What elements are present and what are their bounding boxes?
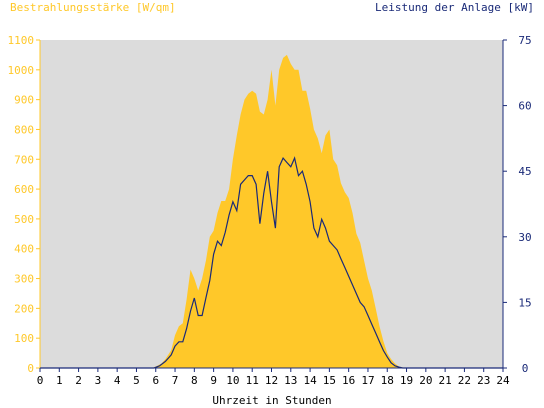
x-axis: 0 1 2 3 4 5 6 7 8 9 10 11 12 13 14 15 16 17 18 19 20 21 22 23 24 [37, 367, 510, 387]
x-tick-label: 1 [56, 374, 63, 387]
left-axis-title: Bestrahlungsstärke [W/qm] [10, 1, 176, 14]
x-tick-label: 14 [303, 374, 317, 387]
left-tick-label: 200 [14, 302, 34, 315]
x-tick-label: 23 [477, 374, 490, 387]
x-tick-label: 22 [458, 374, 471, 387]
left-axis: 0 100 200 300 400 500 600 700 800 900 1000 1100 [8, 34, 41, 375]
power-line [40, 156, 503, 369]
x-tick-label: 15 [323, 374, 336, 387]
right-tick-label: 45 [518, 165, 531, 178]
left-tick-label: 1000 [8, 64, 35, 77]
x-tick-label: 0 [37, 374, 44, 387]
left-tick-label: 100 [14, 332, 34, 345]
left-tick-label: 800 [14, 123, 34, 136]
x-tick-label: 10 [226, 374, 239, 387]
right-tick-label: 75 [518, 34, 531, 47]
x-axis-title: Uhrzeit in Stunden [212, 394, 332, 407]
x-tick-label: 19 [400, 374, 413, 387]
x-tick-label: 17 [361, 374, 374, 387]
x-tick-label: 11 [246, 374, 259, 387]
x-tick-label: 5 [133, 374, 140, 387]
right-axis-title: Leistung der Anlage [kW] [375, 1, 534, 14]
irradiance-area [40, 54, 503, 369]
x-tick-label: 12 [265, 374, 278, 387]
irradiance-series [40, 54, 503, 369]
left-tick-label: 700 [14, 153, 34, 166]
left-tick-label: 1100 [8, 34, 35, 47]
x-tick-label: 20 [419, 374, 432, 387]
x-tick-label: 13 [284, 374, 297, 387]
x-tick-label: 7 [172, 374, 179, 387]
x-tick-label: 8 [191, 374, 198, 387]
right-axis: 0 15 30 45 60 75 [502, 34, 532, 375]
x-tick-label: 18 [381, 374, 394, 387]
left-tick-label: 400 [14, 243, 34, 256]
right-tick-label: 30 [518, 231, 531, 244]
left-tick-label: 500 [14, 213, 34, 226]
x-tick-label: 16 [342, 374, 355, 387]
x-tick-label: 4 [114, 374, 121, 387]
left-tick-label: 300 [14, 273, 34, 286]
right-tick-label: 15 [518, 296, 531, 309]
power-series [40, 156, 503, 369]
left-tick-label: 900 [14, 94, 34, 107]
right-tick-label: 0 [522, 362, 529, 375]
x-tick-label: 3 [95, 374, 102, 387]
x-tick-label: 21 [439, 374, 452, 387]
x-tick-label: 24 [496, 374, 510, 387]
x-tick-label: 9 [210, 374, 217, 387]
left-tick-label: 0 [27, 362, 34, 375]
x-tick-label: 6 [152, 374, 159, 387]
right-tick-label: 60 [518, 100, 531, 113]
x-tick-label: 2 [75, 374, 82, 387]
left-tick-label: 600 [14, 183, 34, 196]
